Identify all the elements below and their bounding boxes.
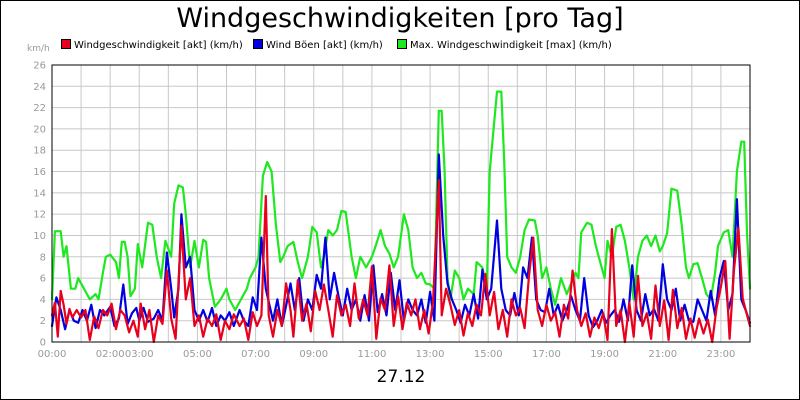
x-axis-ticks: 00:00 02:00 03:00 05:00 07:00 09:00 11:00 13:00… [38, 349, 736, 360]
x-tick-label: 05:00 [183, 349, 212, 360]
x-tick-label: 07:00 [241, 349, 270, 360]
x-tick-label: 19:00 [590, 349, 619, 360]
legend-swatch-blue [253, 39, 263, 49]
legend-label: Windgeschwindigkeit [akt] (km/h) [74, 40, 243, 51]
y-tick-label: 6 [40, 274, 46, 285]
x-tick-label: 21:00 [648, 349, 677, 360]
plot-border [51, 64, 751, 343]
series-line-0 [50, 90, 752, 312]
x-tick-label: 13:00 [416, 349, 445, 360]
x-tick-label: 00:00 [38, 349, 67, 360]
y-tick-label: 26 [33, 61, 46, 72]
y-tick-label: 10 [33, 231, 46, 242]
legend-swatch-red [61, 39, 71, 49]
y-tick-label: 12 [33, 210, 46, 221]
x-tick-label: 17:00 [532, 349, 561, 360]
x-tick-label: 15:00 [474, 349, 503, 360]
y-tick-label: 20 [33, 124, 46, 135]
y-unit-label: km/h [27, 44, 50, 54]
x-tick-label: 11:00 [358, 349, 387, 360]
legend-label: Max. Windgeschwindigkeit [max] (km/h) [410, 40, 612, 51]
legend-item-gusts: Wind Böen [akt] (km/h) [253, 39, 383, 51]
chart-title: Windgeschwindigkeiten [pro Tag] [176, 3, 624, 34]
y-tick-label: 4 [40, 295, 46, 306]
legend-label: Wind Böen [akt] (km/h) [266, 40, 383, 51]
series-line-1 [50, 153, 752, 331]
legend-item-max-speed: Max. Windgeschwindigkeit [max] (km/h) [397, 39, 612, 51]
x-tick-label: 23:00 [707, 349, 736, 360]
legend-item-wind-speed: Windgeschwindigkeit [akt] (km/h) [61, 39, 243, 51]
date-label: 27.12 [376, 367, 426, 387]
y-tick-label: 24 [33, 82, 46, 93]
y-tick-label: 18 [33, 146, 46, 157]
series-layer [50, 90, 752, 344]
y-tick-label: 16 [33, 167, 46, 178]
legend-swatch-green [397, 39, 407, 49]
series-line-2 [50, 179, 752, 344]
y-tick-label: 8 [40, 252, 46, 263]
y-tick-label: 14 [33, 188, 46, 199]
x-tick-label: 09:00 [299, 349, 328, 360]
y-tick-label: 2 [40, 316, 46, 327]
x-tick-label: 02:00 [96, 349, 125, 360]
x-tick-label: 03:00 [125, 349, 154, 360]
y-tick-label: 22 [33, 103, 46, 114]
y-tick-label: 0 [40, 338, 46, 349]
